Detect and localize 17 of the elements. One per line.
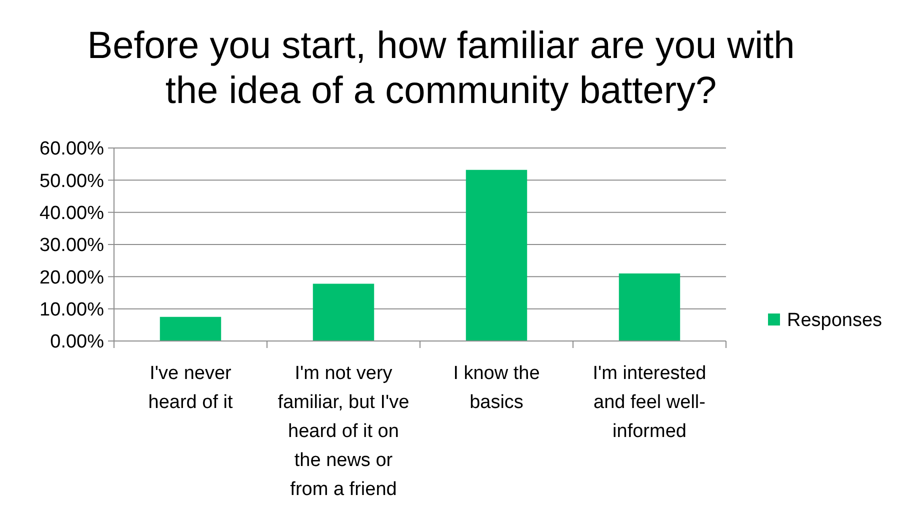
y-tick-label: 60.00% bbox=[40, 138, 104, 160]
y-tick-label: 50.00% bbox=[40, 170, 104, 192]
x-tick-label: I've never heard of it bbox=[148, 363, 234, 413]
y-tick-label: 40.00% bbox=[40, 202, 104, 224]
y-tick-label: 10.00% bbox=[40, 299, 104, 320]
x-tick-label: I know the basics bbox=[453, 363, 540, 413]
y-tick-label: 30.00% bbox=[40, 235, 104, 256]
x-tick-label: I'm interested and feel well-informed bbox=[592, 363, 706, 442]
legend-label: Responses bbox=[787, 310, 882, 332]
y-tick-label: 0.00% bbox=[50, 332, 104, 353]
bar bbox=[312, 284, 374, 341]
bar bbox=[618, 273, 680, 341]
bar bbox=[160, 316, 222, 341]
y-tick-label: 20.00% bbox=[40, 267, 104, 288]
bar bbox=[466, 170, 528, 341]
chart-title: Before you start, how familiar are you with the idea of a community battery? bbox=[87, 25, 795, 112]
x-tick-label: I'm not very familiar, but I've heard of it on the news or from a friend bbox=[278, 363, 410, 500]
